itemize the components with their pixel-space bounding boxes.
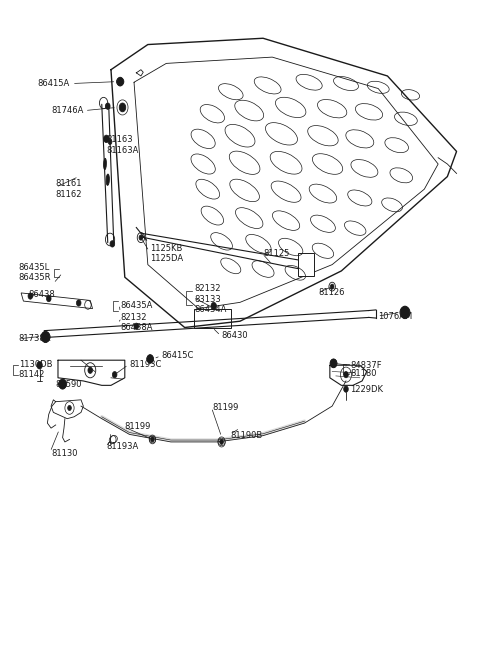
Circle shape (88, 367, 93, 373)
Text: 81746A: 81746A (51, 106, 84, 115)
Text: 86430: 86430 (222, 331, 248, 340)
Text: 86590: 86590 (56, 380, 82, 389)
Circle shape (106, 103, 110, 109)
Text: 86435L
86435R: 86435L 86435R (19, 263, 51, 282)
Circle shape (47, 295, 51, 302)
Text: 81163
81163A: 81163 81163A (107, 136, 139, 155)
Circle shape (59, 379, 66, 389)
Circle shape (211, 303, 216, 310)
Text: 86435A: 86435A (120, 301, 153, 310)
Circle shape (112, 371, 117, 378)
Text: 1125KB
1125DA: 1125KB 1125DA (150, 244, 183, 263)
Circle shape (119, 103, 126, 112)
Circle shape (400, 306, 409, 319)
Text: 86438: 86438 (28, 290, 55, 299)
Text: 81125: 81125 (263, 249, 289, 258)
Text: 81738A: 81738A (19, 334, 51, 343)
Circle shape (117, 77, 123, 86)
Circle shape (220, 440, 223, 445)
Text: 82132
86438A: 82132 86438A (120, 313, 153, 332)
Text: 81126: 81126 (318, 288, 345, 297)
Text: 84837F: 84837F (350, 361, 382, 369)
Text: 81199: 81199 (212, 403, 239, 412)
Text: 81190B: 81190B (231, 431, 263, 440)
Text: 81193C: 81193C (130, 360, 162, 369)
Circle shape (344, 386, 348, 392)
Circle shape (110, 241, 115, 247)
Text: 82132
83133
86434A: 82132 83133 86434A (194, 284, 226, 314)
Text: 81161
81162: 81161 81162 (56, 179, 82, 199)
Circle shape (344, 371, 348, 378)
FancyBboxPatch shape (298, 253, 314, 276)
Circle shape (147, 354, 154, 364)
Circle shape (330, 359, 337, 367)
Circle shape (104, 135, 109, 143)
Text: 81199: 81199 (125, 422, 151, 432)
Circle shape (134, 323, 139, 329)
Circle shape (68, 405, 72, 411)
Ellipse shape (106, 174, 109, 185)
Circle shape (139, 235, 143, 240)
Text: 86415A: 86415A (37, 79, 70, 88)
Text: 86415C: 86415C (162, 351, 194, 360)
Text: 81180: 81180 (350, 369, 377, 378)
Circle shape (151, 437, 154, 442)
Circle shape (108, 140, 112, 145)
Circle shape (76, 300, 81, 306)
Text: 1229DK: 1229DK (350, 384, 384, 394)
Text: 81193A: 81193A (107, 443, 139, 451)
Text: 81130: 81130 (51, 449, 78, 458)
Circle shape (41, 331, 50, 343)
Ellipse shape (104, 159, 107, 170)
Text: 1130DB
81142: 1130DB 81142 (19, 360, 52, 379)
Text: 1076AM: 1076AM (378, 312, 412, 321)
Circle shape (37, 362, 42, 369)
Circle shape (28, 293, 33, 299)
Circle shape (330, 284, 334, 289)
